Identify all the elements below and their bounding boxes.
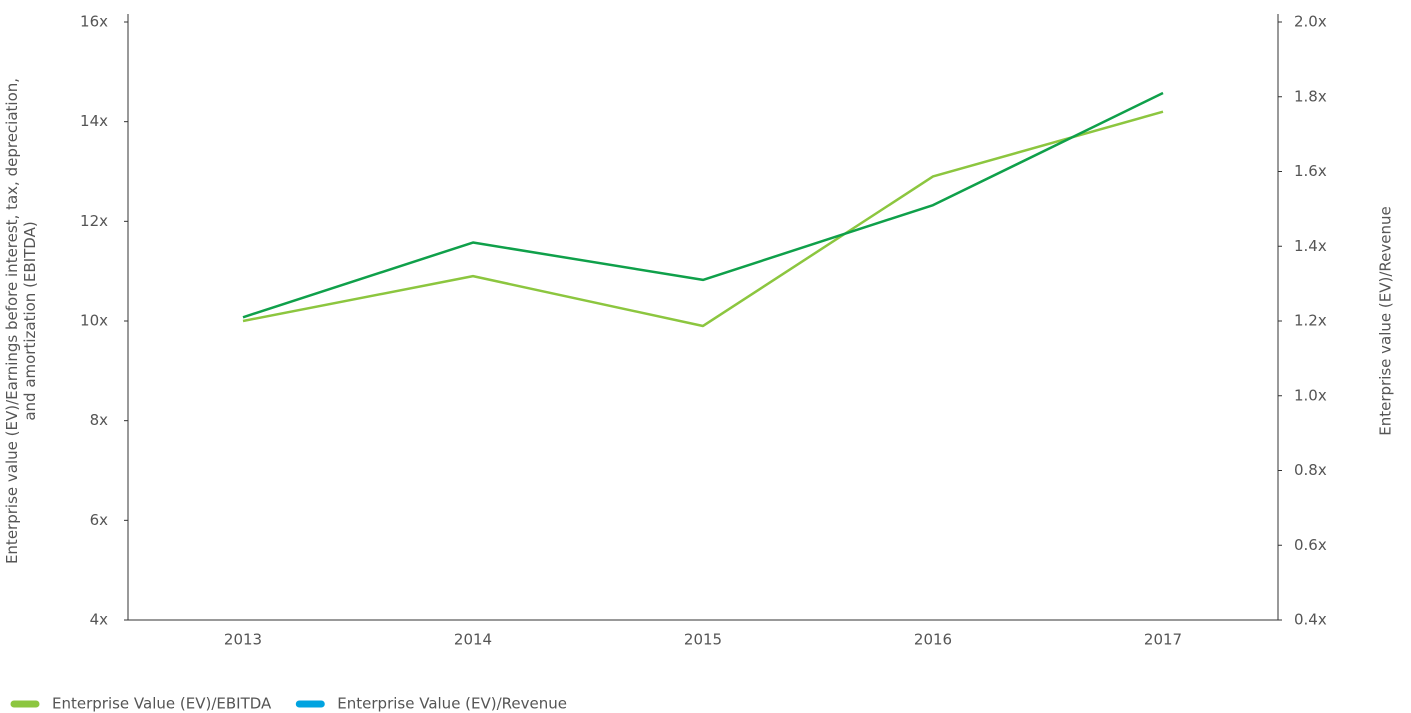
y2-tick-label: 0.8x (1294, 461, 1327, 479)
y-tick-label: 14x (80, 112, 108, 130)
y2-tick-label: 1.8x (1294, 87, 1327, 105)
y-axis-title: Enterprise value (EV)/Earnings before in… (3, 78, 39, 564)
y-tick-label: 4x (90, 611, 109, 629)
y-tick-label: 8x (90, 411, 109, 429)
x-tick-label: 2015 (684, 631, 722, 649)
x-tick-label: 2014 (454, 631, 492, 649)
y2-axis-title: Enterprise value (EV)/Revenue (1377, 206, 1395, 436)
series-line (242, 91, 1164, 319)
y-axis-title-line: Enterprise value (EV)/Earnings before in… (3, 78, 21, 564)
y2-tick-label: 2.0x (1294, 13, 1327, 31)
y2-tick-label: 1.0x (1294, 386, 1327, 404)
series-line (242, 110, 1164, 328)
y-axis-title-line: and amortization (EBITDA) (21, 221, 39, 420)
x-tick-label: 2013 (224, 631, 262, 649)
legend-label: Enterprise Value (EV)/EBITDA (52, 695, 272, 713)
x-tick-label: 2017 (1144, 631, 1182, 649)
x-tick-label: 2016 (914, 631, 952, 649)
y2-tick-label: 0.4x (1294, 611, 1327, 629)
y-tick-label: 16x (80, 13, 108, 31)
y2-tick-label: 0.6x (1294, 536, 1327, 554)
y2-tick-label: 1.2x (1294, 312, 1327, 330)
y-tick-label: 12x (80, 212, 108, 230)
y2-tick-label: 1.4x (1294, 237, 1327, 255)
legend-label: Enterprise Value (EV)/Revenue (337, 695, 567, 713)
y-tick-label: 6x (90, 511, 109, 529)
y2-tick-label: 1.6x (1294, 162, 1327, 180)
y-tick-label: 10x (80, 312, 108, 330)
